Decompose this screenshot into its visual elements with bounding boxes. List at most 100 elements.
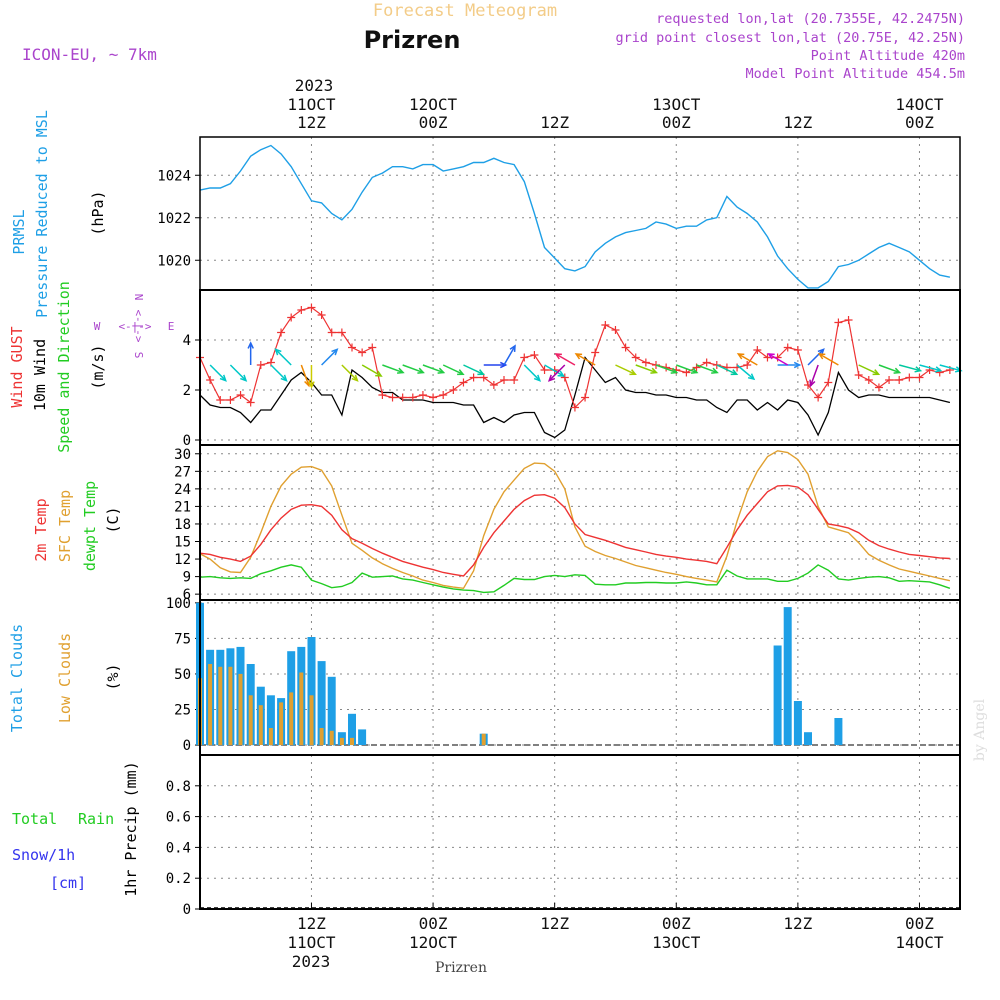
total-cloud-bar [804,732,812,745]
wind-arrow [736,364,755,380]
gust-marker [581,393,590,402]
wind-arrow [919,364,941,372]
y-tick-label: 24 [174,482,191,498]
y-tick-label: 15 [174,535,191,551]
y-tick-label: 21 [174,499,191,515]
gust-marker [520,353,529,362]
gust-marker [429,393,438,402]
wind-arrow-head [711,367,719,374]
requested-coords: requested lon,lat (20.7355E, 42.2475N) [656,11,965,27]
wind-arrow-head [629,369,637,376]
wind-arrow [270,364,288,382]
wind-arrow [555,353,576,366]
wind-arrow-head [375,370,383,377]
y-tick-label: 0.6 [166,810,191,826]
wind-arrow-head [730,369,739,376]
wind-arrow [737,353,758,366]
y-tick-label: 2 [183,383,191,399]
panel-frame [199,136,961,291]
top-tick-date: 11OCT [287,95,336,114]
gust-marker [702,358,711,367]
gust-marker [297,306,306,314]
ylabel-precip: 1hr Precip (mm) [122,761,140,896]
low-cloud-bar [350,737,354,745]
low-cloud-bar [218,666,223,745]
gust-marker [915,373,924,382]
gust-marker [236,391,245,399]
gust-marker [327,328,336,337]
wind-arrow [503,345,516,366]
wind-arrow-head [934,366,943,373]
top-tick-hour: 00Z [419,113,448,132]
legend-snow-unit: [cm] [50,874,86,892]
bottom-tick-hour: 12Z [783,914,812,933]
top-tick-date: 14OCT [895,95,944,114]
gust-marker [763,353,772,362]
gust-marker [489,381,498,389]
total-cloud-bar [773,645,782,745]
compass-w: W [94,320,101,333]
wind-arrow [615,364,636,375]
wind-arrow-head [914,366,923,373]
wind-arrow-head [240,374,248,382]
top-tick-hour: 12Z [297,113,326,132]
gust-marker [469,373,478,382]
y-tick-label: 12 [174,552,191,568]
wind-arrow [635,364,657,374]
wind-arrow-head [650,367,659,374]
wind-arrow-head [274,348,282,356]
wind-arrow-head [793,361,802,369]
wind-arrow [878,364,900,374]
legend-snow: Snow/1h [12,846,75,864]
gust-marker [256,361,265,369]
compass-n: N [132,294,145,301]
total-cloud-bar [783,607,792,745]
wind-arrow-head [767,353,775,360]
total-cloud-bar [266,695,275,746]
ylabel-sfctemp: SFC Temp [56,490,74,562]
wind-arrow-head [457,369,465,376]
total-cloud-bar [307,637,316,746]
wind-speed-line [199,356,951,439]
gust-marker [246,398,255,407]
wind-arrow [818,353,839,366]
ylabel-unit: (hPa) [89,190,107,235]
model-label: ICON-EU, ~ 7km [22,45,157,64]
grid-point-coords: grid point closest lon,lat (20.75E, 42.2… [616,30,966,46]
y-tick-label: 0 [183,738,191,754]
ylabel-wind-dir: Speed and Direction [55,281,73,453]
panel-pressure: 1020 1022 1024 PRMSL Pressure Reduced to MSL… [10,110,960,318]
y-tick-label: 27 [174,464,191,480]
credit-watermark: by Angel [972,698,988,761]
location-title: Prizren [364,26,461,54]
gust-marker [510,376,519,384]
gust-marker [631,353,640,362]
wind-arrow-head [554,353,562,360]
bottom-tick-hour: 00Z [905,914,934,933]
wind-arrow-head [509,344,516,352]
legend-rain: Rain [78,810,114,828]
y-tick-label: 9 [183,570,191,586]
ylabel-unit: (C) [104,506,122,533]
bottom-axis-year: 2023 [292,952,331,971]
gust-marker [287,313,296,322]
wind-arrow [655,364,677,374]
gust-marker [692,363,701,372]
wind-arrow [676,364,698,374]
total-cloud-bar [317,661,326,745]
gust-marker [874,383,883,392]
total-cloud-bar [327,676,336,746]
gust-marker [591,348,600,357]
bottom-tick-hour: 00Z [662,914,691,933]
wind-arrow [209,364,227,382]
total-cloud-bar [834,718,843,745]
wind-arrow [422,364,444,374]
y-tick-label: 1022 [157,211,191,227]
low-cloud-bar [248,695,253,746]
bottom-tick-hour: 00Z [419,914,448,933]
wind-arrow-head [351,374,359,382]
wind-arrow-head [817,353,826,360]
